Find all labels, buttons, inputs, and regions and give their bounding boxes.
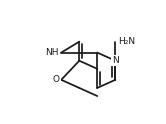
Text: N: N (112, 56, 119, 65)
Text: NH: NH (45, 48, 59, 57)
Text: H₂N: H₂N (118, 37, 135, 46)
Text: O: O (53, 75, 60, 84)
